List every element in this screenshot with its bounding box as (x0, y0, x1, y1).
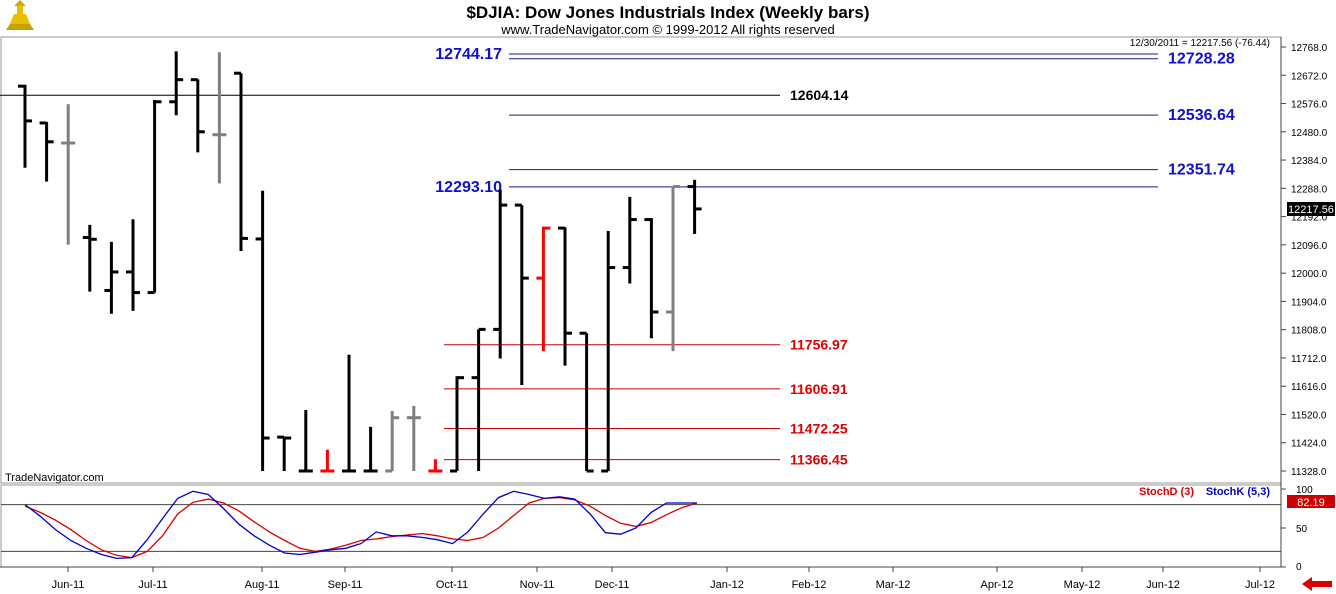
legend-stochk: StochK (5,3) (1206, 486, 1271, 498)
price-panel[interactable] (0, 36, 1282, 484)
y-tick-label: 11328.0 (1291, 467, 1327, 478)
ohlc-bar (342, 354, 356, 473)
ohlc-bar (320, 449, 335, 473)
ohlc-bar (212, 52, 227, 184)
ohlc-bar (277, 435, 292, 471)
ohlc-bar (39, 121, 54, 182)
chart-title: $DJIA: Dow Jones Industrials Index (Week… (466, 3, 869, 22)
ohlc-bar (18, 84, 32, 168)
y-tick-label: 12288.0 (1291, 184, 1328, 195)
ohlc-bar (234, 71, 248, 252)
stoch-series-line (24, 496, 698, 559)
y-tick-label: 11616.0 (1291, 382, 1327, 393)
y-tick-label: 12672.0 (1291, 71, 1328, 82)
ohlc-bar (666, 185, 680, 352)
ohlc-bar (255, 190, 270, 471)
trade-navigator-logo-icon (6, 0, 34, 30)
x-tick-label: Jul-12 (1245, 579, 1275, 591)
y-tick-label: 12480.0 (1291, 128, 1328, 139)
last-price-info: 12/30/2011 = 12217.56 (-76.44) (1130, 38, 1270, 49)
x-tick-label: Nov-11 (520, 579, 555, 591)
x-tick-label: Dec-11 (595, 579, 630, 591)
ohlc-bar (363, 426, 378, 473)
ohlc-bar (82, 224, 97, 292)
ohlc-bar (385, 410, 400, 473)
watermark-text: TradeNavigator.com (5, 472, 104, 484)
stoch-series-line (24, 490, 697, 560)
y-tick-label: 11904.0 (1291, 297, 1327, 308)
x-tick-label: May-12 (1064, 579, 1101, 591)
ohlc-bar (493, 189, 508, 359)
price-level-label: 11606.91 (790, 381, 848, 397)
ohlc-bar (558, 226, 572, 366)
ohlc-bar (147, 100, 162, 295)
y-tick-label: 12384.0 (1291, 156, 1328, 167)
y-tick-label: 12576.0 (1291, 100, 1328, 111)
y-tick-label: 12096.0 (1291, 241, 1328, 252)
y-tick-label: 11424.0 (1291, 439, 1327, 450)
x-tick-label: Feb-12 (792, 579, 827, 591)
ohlc-bar (644, 218, 659, 339)
legend-stochd: StochD (3) (1139, 486, 1194, 498)
ohlc-bar (450, 376, 464, 473)
ohlc-bar (104, 241, 119, 314)
price-level-label: 11472.25 (790, 421, 848, 437)
ohlc-bars (18, 51, 702, 473)
price-level-label: 12293.10 (435, 179, 502, 196)
ohlc-bar (622, 196, 637, 284)
ohlc-bar (579, 331, 594, 473)
y-tick-label: 11808.0 (1291, 326, 1327, 337)
x-axis-ticks: Jun-11 Jul-11 Aug-11 Sep-11 Oct-11 Nov-11 Dec-… (52, 567, 1275, 591)
y-tick-label: 11712.0 (1291, 354, 1327, 365)
ohlc-bar (514, 203, 529, 386)
x-tick-label: Aug-11 (245, 579, 280, 591)
copyright-text: www.TradeNavigator.com © 1999-2012 All r… (500, 22, 835, 37)
y-tick-label: 11520.0 (1291, 410, 1327, 421)
stochastic-lines: 100 50 0 (1, 485, 1313, 573)
x-tick-label: Oct-11 (436, 579, 468, 591)
ohlc-bar (687, 179, 702, 234)
y-tick-label: 12192.0 (1291, 213, 1328, 224)
last-price-tag: 12217.56 (1287, 202, 1335, 216)
stoch-tick-label: 100 (1296, 485, 1313, 496)
stochastic-panel[interactable] (0, 484, 1282, 568)
y-tick-label: 12000.0 (1291, 269, 1328, 280)
ohlc-bar (428, 459, 443, 473)
stoch-tick-label: 50 (1296, 524, 1308, 535)
ohlc-bar (126, 219, 140, 311)
red-arrow-left-icon[interactable] (1302, 577, 1332, 591)
price-level-label: 12728.28 (1168, 51, 1235, 68)
svg-text:82.19: 82.19 (1297, 497, 1325, 509)
x-tick-label: Sep-11 (328, 579, 363, 591)
price-levels: 12744.17 12728.28 12604.14 12536.64 12351.74… (0, 46, 1235, 468)
ohlc-bar (601, 231, 616, 473)
x-tick-label: Jun-11 (52, 579, 85, 591)
price-level-label: 12536.64 (1168, 107, 1235, 124)
ohlc-bar (190, 78, 205, 153)
price-axis-ticks: 12768.0 12672.0 12576.0 12480.0 12384.0 12288… (1281, 43, 1328, 478)
svg-text:12217.56: 12217.56 (1288, 204, 1334, 216)
ohlc-bar (406, 405, 421, 471)
ohlc-bar (61, 104, 76, 245)
ohlc-bar (536, 226, 551, 352)
ohlc-bar (471, 327, 486, 471)
price-level-label: 11366.45 (790, 452, 848, 468)
price-level-label: 12351.74 (1168, 162, 1235, 179)
x-tick-label: Jun-12 (1146, 579, 1180, 591)
x-tick-label: Apr-12 (980, 579, 1013, 591)
x-tick-label: Jul-11 (138, 579, 167, 591)
x-tick-label: Mar-12 (876, 579, 911, 591)
x-tick-label: Jan-12 (710, 579, 744, 591)
ohlc-bar (169, 51, 184, 116)
ohlc-bar (298, 410, 313, 473)
stoch-value-tag: 82.19 (1287, 495, 1335, 509)
price-level-label: 12744.17 (435, 46, 502, 63)
y-tick-label: 12768.0 (1291, 43, 1328, 54)
stoch-tick-label: 0 (1296, 562, 1302, 573)
price-level-label: 11756.97 (790, 337, 848, 353)
price-level-label: 12604.14 (790, 87, 849, 103)
